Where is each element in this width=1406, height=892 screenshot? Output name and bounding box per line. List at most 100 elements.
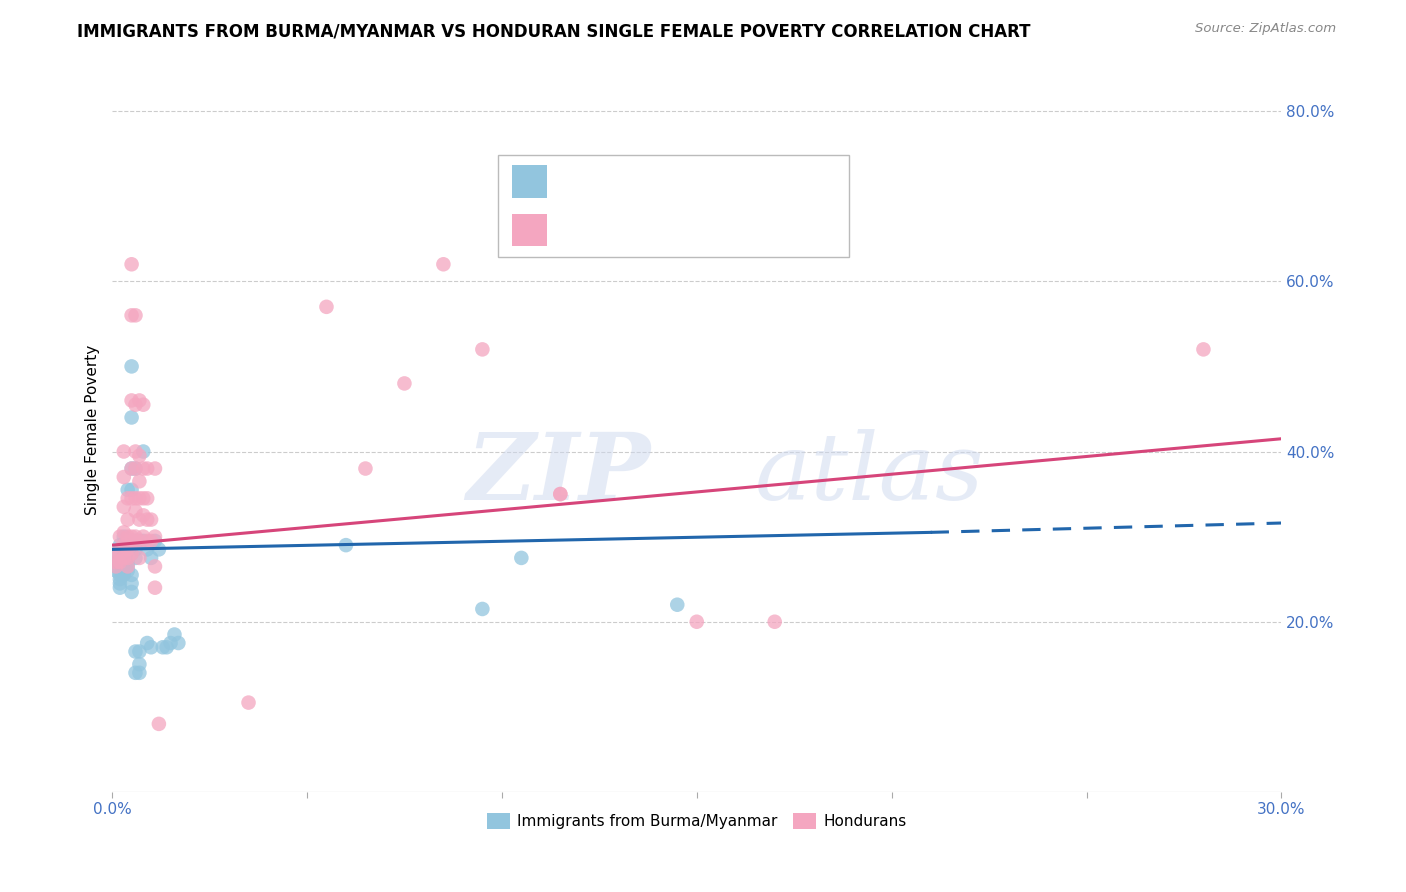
Point	[105, 555, 128, 569]
Point	[128, 550, 150, 565]
Point	[108, 555, 131, 569]
Point	[117, 559, 139, 574]
Point	[394, 376, 416, 391]
Text: ZIP: ZIP	[465, 429, 650, 518]
Point	[105, 564, 128, 578]
Point	[108, 581, 131, 595]
Point	[132, 533, 155, 548]
Point	[117, 491, 139, 506]
Point	[117, 513, 139, 527]
Point	[105, 559, 128, 574]
Point	[121, 585, 143, 599]
Point	[124, 504, 146, 518]
Point	[159, 636, 181, 650]
Point	[139, 550, 162, 565]
Point	[124, 461, 146, 475]
Point	[108, 572, 131, 586]
Point	[124, 444, 146, 458]
Point	[124, 665, 146, 680]
Point	[124, 491, 146, 506]
Legend: Immigrants from Burma/Myanmar, Hondurans: Immigrants from Burma/Myanmar, Hondurans	[481, 806, 912, 835]
Point	[763, 615, 786, 629]
Point	[112, 530, 135, 544]
Point	[121, 359, 143, 374]
Point	[686, 615, 709, 629]
Point	[510, 550, 533, 565]
Point	[128, 449, 150, 463]
Point	[128, 665, 150, 680]
Point	[132, 444, 155, 458]
Point	[121, 533, 143, 548]
Text: Source: ZipAtlas.com: Source: ZipAtlas.com	[1195, 22, 1336, 36]
Point	[143, 559, 166, 574]
Point	[117, 550, 139, 565]
Point	[121, 568, 143, 582]
Point	[124, 461, 146, 475]
Point	[105, 547, 128, 561]
Point	[121, 547, 143, 561]
Point	[354, 461, 377, 475]
Y-axis label: Single Female Poverty: Single Female Poverty	[86, 345, 100, 516]
Point	[121, 530, 143, 544]
Point	[121, 461, 143, 475]
Point	[148, 717, 170, 731]
Point	[108, 547, 131, 561]
Point	[132, 491, 155, 506]
Point	[143, 533, 166, 548]
Point	[121, 483, 143, 497]
Point	[117, 550, 139, 565]
Text: atlas: atlas	[755, 429, 984, 518]
Point	[112, 500, 135, 514]
Point	[128, 393, 150, 408]
Point	[143, 461, 166, 475]
Point	[238, 696, 260, 710]
Point	[666, 598, 689, 612]
Point	[148, 542, 170, 557]
Point	[117, 530, 139, 544]
Point	[136, 513, 159, 527]
Point	[128, 533, 150, 548]
Point	[128, 644, 150, 658]
Point	[128, 513, 150, 527]
Point	[152, 640, 174, 655]
Point	[112, 559, 135, 574]
Point	[112, 470, 135, 484]
Point	[136, 533, 159, 548]
Point	[136, 542, 159, 557]
Point	[1192, 343, 1215, 357]
Point	[132, 461, 155, 475]
Point	[105, 559, 128, 574]
Point	[108, 530, 131, 544]
Point	[112, 550, 135, 565]
Point	[136, 461, 159, 475]
Point	[121, 576, 143, 591]
Point	[124, 398, 146, 412]
Point	[121, 393, 143, 408]
Point	[117, 542, 139, 557]
Point	[124, 542, 146, 557]
Point	[121, 410, 143, 425]
Point	[124, 533, 146, 548]
Point	[124, 644, 146, 658]
Point	[112, 547, 135, 561]
Point	[121, 257, 143, 271]
Point	[121, 547, 143, 561]
Point	[108, 568, 131, 582]
Point	[112, 568, 135, 582]
Point	[112, 538, 135, 552]
Point	[132, 398, 155, 412]
Point	[139, 640, 162, 655]
Point	[108, 538, 131, 552]
Point	[143, 581, 166, 595]
Point	[550, 487, 572, 501]
Point	[121, 461, 143, 475]
Point	[124, 309, 146, 323]
Point	[471, 343, 494, 357]
Point	[550, 487, 572, 501]
Point	[124, 530, 146, 544]
Point	[136, 636, 159, 650]
Point	[136, 491, 159, 506]
Point	[471, 602, 494, 616]
Point	[108, 576, 131, 591]
Point	[117, 559, 139, 574]
